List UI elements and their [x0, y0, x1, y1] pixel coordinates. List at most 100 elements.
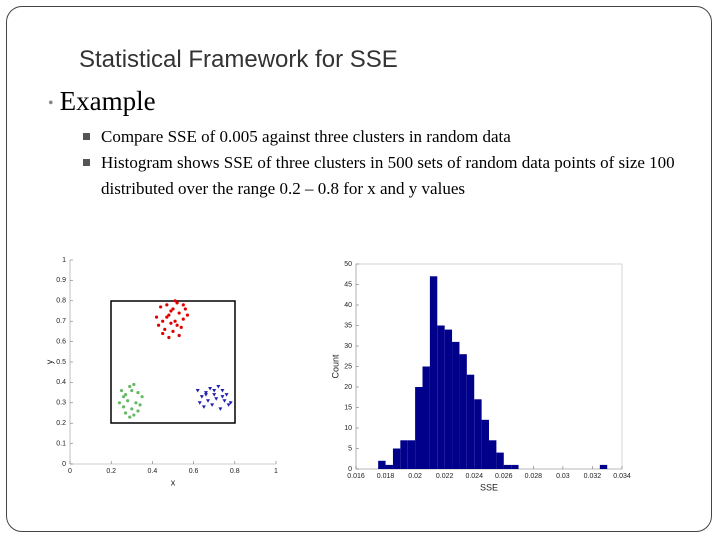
x-tick-label: 1 — [274, 468, 278, 475]
y-tick-label: 1 — [62, 257, 66, 264]
bar — [489, 440, 497, 469]
y-tick-label: 10 — [344, 425, 352, 432]
point — [183, 307, 187, 311]
point — [208, 387, 213, 391]
bar — [378, 460, 386, 469]
point — [185, 313, 190, 317]
x-tick-label: 0.016 — [347, 473, 365, 480]
y-tick-label: 0.2 — [56, 420, 66, 427]
point — [119, 388, 124, 393]
bar — [481, 419, 489, 469]
y-axis-label: Count — [330, 354, 340, 379]
point — [173, 319, 177, 323]
point — [220, 395, 225, 399]
point — [167, 313, 171, 317]
bullet-list: Compare SSE of 0.005 against three clust… — [83, 124, 693, 202]
point — [154, 315, 159, 319]
point — [222, 399, 227, 403]
point — [212, 389, 217, 393]
y-tick-label: 0.8 — [56, 298, 66, 305]
point — [169, 309, 173, 313]
bar — [429, 276, 438, 469]
y-tick-label: 0.6 — [56, 338, 66, 345]
y-tick-label: 0.5 — [56, 359, 66, 366]
x-tick-label: 0.03 — [556, 473, 570, 480]
x-tick-label: 0.024 — [465, 473, 483, 480]
point — [210, 403, 215, 407]
bar — [459, 354, 467, 469]
point — [163, 327, 167, 331]
x-tick-label: 0.6 — [189, 468, 199, 475]
bar — [496, 452, 504, 469]
y-tick-label: 50 — [344, 261, 352, 268]
point — [218, 407, 223, 411]
y-tick-label: 0.1 — [56, 440, 66, 447]
point — [136, 409, 140, 413]
point — [226, 403, 231, 407]
x-tick-label: 0.032 — [584, 473, 602, 480]
point — [171, 329, 175, 333]
point — [179, 325, 183, 329]
bar — [385, 464, 393, 469]
bar — [452, 341, 460, 469]
point — [136, 391, 140, 395]
point — [165, 315, 169, 319]
bar — [599, 464, 608, 469]
point — [175, 323, 179, 327]
point — [128, 415, 132, 419]
bar — [466, 374, 475, 469]
bar — [437, 325, 445, 469]
point — [171, 307, 175, 311]
point — [156, 323, 161, 327]
y-tick-label: 35 — [344, 322, 352, 329]
point — [159, 305, 163, 309]
point — [220, 389, 225, 393]
bar — [400, 440, 408, 469]
point — [121, 395, 126, 399]
point — [124, 411, 128, 415]
point — [212, 393, 217, 397]
point — [140, 395, 144, 399]
x-tick-label: 0.018 — [377, 473, 395, 480]
point — [203, 391, 208, 395]
y-tick-label: 0.7 — [56, 318, 66, 325]
x-tick-label: 0.2 — [106, 468, 116, 475]
point — [195, 389, 200, 393]
point — [138, 403, 142, 407]
point — [177, 333, 181, 338]
point — [132, 413, 136, 417]
x-axis-label: x — [171, 477, 176, 487]
x-tick-label: 0.8 — [230, 468, 240, 475]
point — [181, 317, 185, 321]
y-tick-label: 30 — [344, 343, 352, 350]
point — [177, 311, 181, 315]
point — [228, 401, 233, 405]
point — [130, 388, 134, 393]
point — [165, 303, 169, 307]
range-box — [110, 300, 236, 424]
point — [216, 384, 221, 389]
y-tick-label: 20 — [344, 384, 352, 391]
point — [134, 401, 138, 405]
x-tick-label: 0.034 — [613, 473, 631, 480]
point — [181, 303, 185, 307]
point — [167, 335, 171, 340]
point — [224, 393, 229, 397]
y-tick-label: 40 — [344, 302, 352, 309]
point — [197, 401, 202, 405]
point — [130, 407, 134, 411]
bar — [503, 464, 512, 469]
point — [175, 301, 179, 305]
point — [161, 331, 165, 336]
bar — [422, 366, 430, 469]
bar — [415, 387, 423, 469]
x-axis-label: SSE — [480, 482, 498, 492]
x-tick-label: 0.4 — [148, 468, 158, 475]
x-tick-label: 0.02 — [408, 473, 422, 480]
point — [121, 405, 126, 409]
point — [201, 405, 206, 409]
point — [203, 393, 208, 397]
bar — [444, 329, 453, 469]
